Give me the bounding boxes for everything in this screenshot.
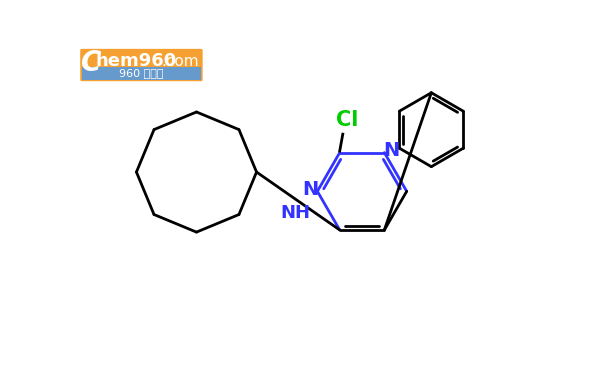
Text: N: N (383, 141, 399, 160)
Text: Cl: Cl (336, 110, 359, 130)
Text: NH: NH (280, 204, 310, 222)
Text: .com: .com (162, 54, 199, 69)
Text: C: C (81, 49, 101, 77)
FancyBboxPatch shape (82, 66, 201, 80)
Text: N: N (302, 180, 319, 199)
Text: 960 化工网: 960 化工网 (119, 69, 164, 78)
Text: hem960: hem960 (95, 52, 176, 70)
FancyBboxPatch shape (80, 49, 203, 81)
